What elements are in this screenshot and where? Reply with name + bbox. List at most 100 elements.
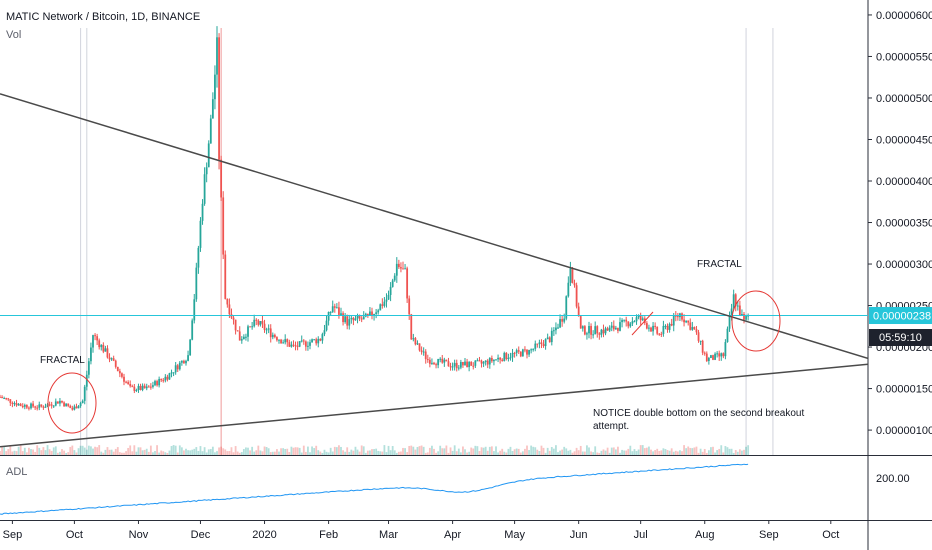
candle-body <box>431 362 433 364</box>
volume-bar <box>67 452 70 455</box>
volume-bar <box>550 447 553 455</box>
candle-body <box>526 349 528 355</box>
candle-body <box>19 404 22 406</box>
volume-bar <box>389 450 392 455</box>
candle-body <box>249 326 251 328</box>
volume-bar <box>670 448 673 455</box>
volume-bar <box>435 452 437 455</box>
candle-body <box>476 360 479 362</box>
candle-body <box>416 343 419 345</box>
volume-bar <box>623 450 626 455</box>
candle-body <box>228 304 231 315</box>
candle-body <box>50 404 53 406</box>
x-axis[interactable]: Sep Oct Nov Dec 2020 Feb Mar Apr May Jun Jul Aug Sep… <box>3 520 840 541</box>
candle-body <box>406 268 409 299</box>
candle-body <box>152 385 154 387</box>
candle-body <box>106 348 109 358</box>
volume-bar <box>110 449 113 455</box>
candle-body <box>588 326 590 334</box>
candle-body <box>100 344 103 348</box>
volume-bar <box>552 448 555 455</box>
volume-bar <box>346 447 349 455</box>
volume-bar <box>633 449 636 455</box>
fractal-circle-left[interactable] <box>47 372 97 434</box>
candle-body <box>154 381 156 386</box>
volume-bar <box>96 447 99 455</box>
candle-body <box>726 328 729 343</box>
vertical-marker-lines <box>80 28 774 455</box>
volume-bar <box>168 450 171 455</box>
volume-bar <box>679 450 681 455</box>
last-price-value: 0.00000238 <box>873 311 931 323</box>
annotation-arrow-line[interactable] <box>631 311 654 336</box>
volume-bar <box>102 452 105 455</box>
volume-bar <box>391 446 394 455</box>
fractal-label-right[interactable]: FRACTAL <box>697 259 742 270</box>
candle-body <box>493 359 495 362</box>
candle-body <box>98 340 101 348</box>
volume-bar <box>232 452 235 455</box>
candle-body <box>530 349 533 351</box>
candle-body <box>734 294 737 306</box>
trendline[interactable] <box>0 93 868 360</box>
candle-body <box>139 385 142 390</box>
candle-body <box>488 358 491 365</box>
volume-bar <box>21 451 24 455</box>
trendline[interactable] <box>0 363 868 448</box>
candle-body <box>703 352 706 354</box>
volume-bar <box>579 445 582 455</box>
candle-body <box>251 326 254 328</box>
volume-bar <box>296 447 299 455</box>
y-axis[interactable]: 0.00000600 0.00000550 0.00000500 0.00000450… <box>868 10 932 437</box>
candle-body <box>271 334 274 338</box>
candle-body <box>581 326 584 329</box>
fractal-circle-right[interactable] <box>731 290 781 352</box>
candle-body <box>459 361 462 368</box>
candle-body <box>218 37 220 160</box>
volume-bar <box>46 445 49 455</box>
volume-bar <box>73 450 76 455</box>
candle-body <box>681 313 683 320</box>
volume-bar <box>25 452 28 455</box>
volume-bar <box>85 449 88 455</box>
volume-bar <box>348 451 351 455</box>
volume-bar <box>83 447 86 455</box>
candle-body <box>451 366 454 368</box>
candle-body <box>94 335 96 337</box>
volume-bar <box>158 452 161 455</box>
candle-body <box>121 373 123 377</box>
candle-body <box>736 305 739 307</box>
candle-body <box>160 379 163 381</box>
candle-body <box>166 376 169 380</box>
candle-body <box>304 341 307 347</box>
volume-bar <box>488 446 491 455</box>
volume-bar <box>701 451 704 455</box>
volume-bar <box>517 448 520 455</box>
candle-body <box>278 339 280 341</box>
candle-body <box>102 344 105 352</box>
volume-bar <box>672 451 675 455</box>
candle-body <box>42 406 45 408</box>
candle-body <box>561 319 564 322</box>
notice-text-line2[interactable]: attempt. <box>593 421 629 432</box>
volume-bar <box>538 451 541 455</box>
volume-bar <box>172 445 175 455</box>
volume-bar <box>703 448 706 455</box>
volume-bar <box>77 448 80 455</box>
candle-body <box>32 403 34 407</box>
volume-bar <box>416 446 419 455</box>
volume-bar <box>69 446 72 455</box>
y-tick-label: 0.00000500 <box>876 93 932 105</box>
volume-bar <box>59 451 61 455</box>
x-tick-label: Jul <box>634 529 648 541</box>
candle-body <box>557 327 559 329</box>
candle-body <box>265 329 268 331</box>
candle-body <box>579 316 582 329</box>
volume-bar <box>666 450 669 455</box>
volume-bar <box>447 452 450 455</box>
fractal-label-left[interactable]: FRACTAL <box>40 355 85 366</box>
candle-body <box>559 319 561 328</box>
notice-text-line1[interactable]: NOTICE double bottom on the second break… <box>593 408 804 419</box>
volume-bar <box>397 451 400 455</box>
